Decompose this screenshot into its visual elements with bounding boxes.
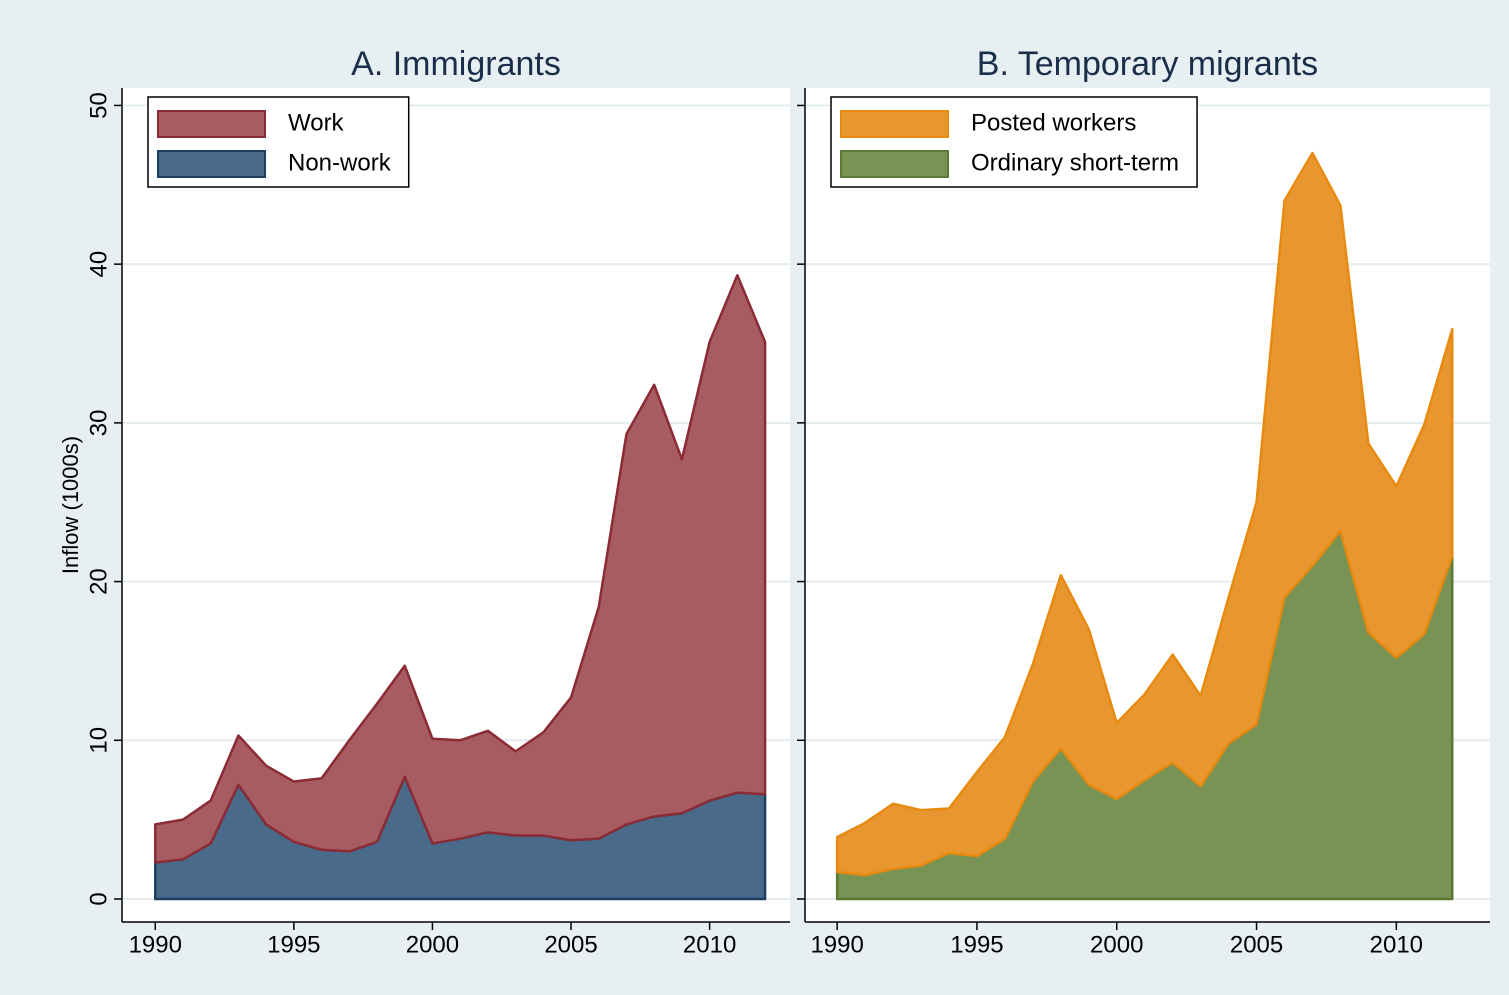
legend-label: Posted workers — [971, 109, 1136, 136]
x-tick-label: 2010 — [683, 931, 736, 958]
y-tick-label: 40 — [85, 251, 112, 278]
x-tick-label: 1990 — [810, 931, 863, 958]
y-tick-label: 20 — [85, 568, 112, 595]
y-axis-label: Inflow (1000s) — [58, 436, 83, 574]
x-tick-label: 2000 — [1090, 931, 1143, 958]
x-tick-label: 2010 — [1370, 931, 1423, 958]
legend-swatch — [157, 110, 266, 138]
panel-title: B. Temporary migrants — [977, 45, 1318, 83]
area — [154, 274, 767, 864]
x-tick-label: 1990 — [129, 931, 182, 958]
y-tick-label: 50 — [85, 92, 112, 119]
legend-swatch — [840, 150, 949, 178]
x-tick-label: 1995 — [950, 931, 1003, 958]
panel-title: A. Immigrants — [351, 45, 561, 83]
legend: Work Non-work — [147, 96, 410, 188]
legend-swatch — [157, 150, 266, 178]
x-tick-label: 2005 — [544, 931, 597, 958]
legend-label: Work — [288, 109, 345, 136]
x-tick-label: 2005 — [1230, 931, 1283, 958]
legend-swatch — [840, 110, 949, 138]
x-tick-label: 1995 — [267, 931, 320, 958]
y-tick-label: 0 — [85, 892, 112, 905]
x-tick-label: 2000 — [406, 931, 459, 958]
legend: Posted workers Ordinary short-term — [830, 96, 1198, 188]
y-tick-label: 10 — [85, 727, 112, 754]
area — [835, 151, 1454, 877]
legend-label: Non-work — [288, 149, 392, 176]
y-tick-label: 30 — [85, 410, 112, 437]
legend-label: Ordinary short-term — [971, 149, 1179, 176]
